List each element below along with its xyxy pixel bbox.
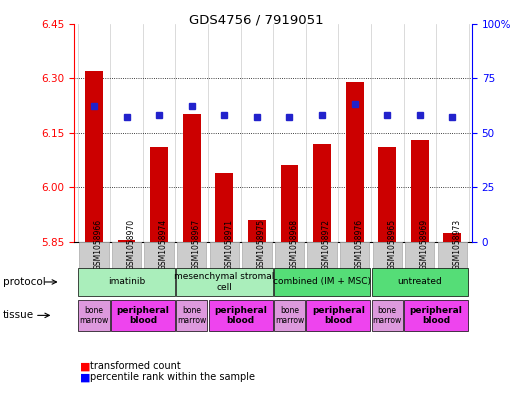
Text: percentile rank within the sample: percentile rank within the sample (90, 372, 255, 382)
Text: bone
marrow: bone marrow (177, 306, 206, 325)
Bar (209, 300, 272, 331)
Text: GSM1058968: GSM1058968 (289, 219, 299, 270)
Text: peripheral
blood: peripheral blood (116, 306, 169, 325)
Bar (176, 268, 272, 296)
Bar (215, 173, 233, 242)
Bar (346, 82, 364, 242)
Bar (78, 300, 110, 331)
Text: GSM1058970: GSM1058970 (127, 219, 135, 270)
Bar (274, 300, 305, 331)
Bar (145, 242, 174, 276)
Text: GDS4756 / 7919051: GDS4756 / 7919051 (189, 14, 324, 27)
Bar (371, 300, 403, 331)
Bar (281, 165, 299, 242)
Text: protocol: protocol (3, 277, 45, 287)
Bar (242, 242, 271, 276)
Text: GSM1058972: GSM1058972 (322, 219, 331, 270)
Bar (85, 71, 103, 242)
Text: combined (IM + MSC): combined (IM + MSC) (273, 277, 371, 286)
Text: bone
marrow: bone marrow (372, 306, 402, 325)
Bar (371, 268, 468, 296)
Text: transformed count: transformed count (90, 361, 181, 371)
Text: bone
marrow: bone marrow (80, 306, 109, 325)
Bar (177, 242, 206, 276)
Bar (112, 242, 141, 276)
Bar (307, 242, 337, 276)
Text: GSM1058971: GSM1058971 (224, 219, 233, 270)
Bar (274, 268, 370, 296)
Bar (111, 300, 175, 331)
Bar (340, 242, 369, 276)
Bar (80, 242, 109, 276)
Text: GSM1058966: GSM1058966 (94, 219, 103, 270)
Bar (176, 300, 207, 331)
Bar (117, 240, 135, 242)
Bar (183, 114, 201, 242)
Text: imatinib: imatinib (108, 277, 145, 286)
Text: GSM1058965: GSM1058965 (387, 219, 396, 270)
Text: peripheral
blood: peripheral blood (410, 306, 463, 325)
Text: ■: ■ (80, 372, 90, 382)
Text: ■: ■ (80, 361, 90, 371)
Bar (78, 268, 175, 296)
Text: GSM1058967: GSM1058967 (192, 219, 201, 270)
Bar (405, 242, 435, 276)
Text: GSM1058975: GSM1058975 (257, 219, 266, 270)
Bar (275, 242, 304, 276)
Text: tissue: tissue (3, 310, 34, 320)
Text: GSM1058969: GSM1058969 (420, 219, 429, 270)
Text: GSM1058976: GSM1058976 (354, 219, 364, 270)
Text: mesenchymal stromal
cell: mesenchymal stromal cell (174, 272, 274, 292)
Bar (438, 242, 467, 276)
Bar (443, 233, 461, 242)
Bar (313, 143, 331, 242)
Text: peripheral
blood: peripheral blood (312, 306, 365, 325)
Text: GSM1058973: GSM1058973 (452, 219, 461, 270)
Bar (378, 147, 396, 242)
Bar (248, 220, 266, 242)
Text: untreated: untreated (398, 277, 442, 286)
Text: GSM1058974: GSM1058974 (159, 219, 168, 270)
Bar (306, 300, 370, 331)
Text: bone
marrow: bone marrow (275, 306, 304, 325)
Bar (404, 300, 468, 331)
Bar (150, 147, 168, 242)
Bar (210, 242, 239, 276)
Bar (372, 242, 402, 276)
Text: peripheral
blood: peripheral blood (214, 306, 267, 325)
Bar (411, 140, 429, 242)
